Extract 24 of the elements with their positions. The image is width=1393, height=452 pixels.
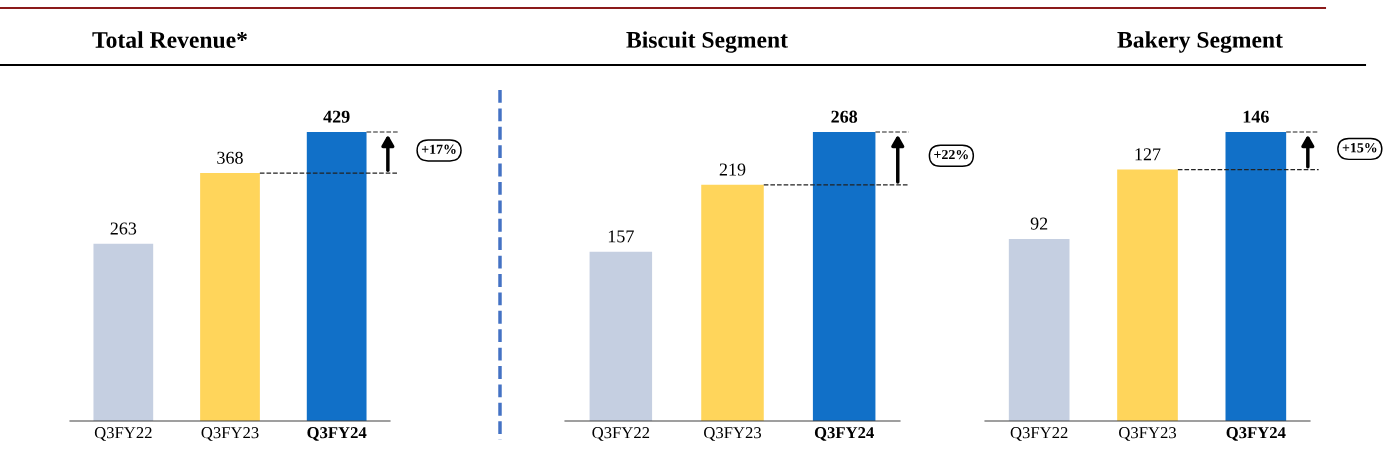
x-tick-label: Q3FY24 <box>1226 427 1286 441</box>
data-label: 429 <box>323 110 350 123</box>
data-label: 127 <box>1135 148 1161 161</box>
text: +22% <box>934 149 968 160</box>
x-tick-label: Q3FY22 <box>592 427 650 441</box>
x-tick-label: Q3FY24 <box>814 427 874 441</box>
data-label: 92 <box>1030 217 1048 230</box>
data-label: 146 <box>1243 110 1269 123</box>
chart-title: Biscuit Segment <box>626 31 788 53</box>
data-label: 368 <box>217 151 243 164</box>
x-tick-label: Q3FY23 <box>704 427 762 441</box>
data-label: 263 <box>110 222 137 235</box>
x-tick-label: Q3FY22 <box>94 427 152 441</box>
data-label: 219 <box>719 163 746 176</box>
x-tick-label: Q3FY24 <box>307 427 367 441</box>
x-tick-label: Q3FY23 <box>201 427 259 441</box>
x-tick-label: Q3FY23 <box>1119 427 1177 441</box>
x-tick-label: Q3FY22 <box>1010 427 1068 441</box>
chart-title: Bakery Segment <box>1117 31 1283 53</box>
chart-title: Total Revenue* <box>92 31 247 48</box>
data-label: 268 <box>831 110 858 123</box>
text: +15% <box>1342 143 1377 153</box>
data-label: 157 <box>608 230 634 243</box>
text: +17% <box>421 144 456 155</box>
